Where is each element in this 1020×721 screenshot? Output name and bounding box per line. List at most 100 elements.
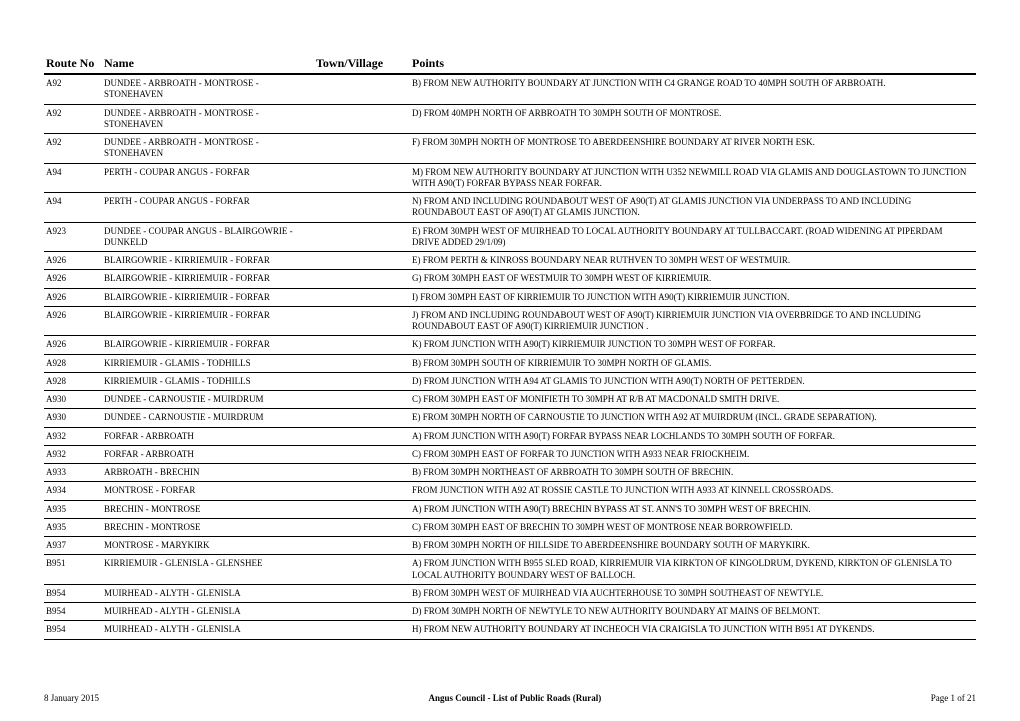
cell-name: BLAIRGOWRIE - KIRRIEMUIR - FORFAR <box>102 252 314 270</box>
cell-name: BLAIRGOWRIE - KIRRIEMUIR - FORFAR <box>102 336 314 354</box>
cell-name: DUNDEE - ARBROATH - MONTROSE - STONEHAVE… <box>102 74 314 104</box>
table-row: A926BLAIRGOWRIE - KIRRIEMUIR - FORFAR I) … <box>44 288 976 306</box>
table-row: A92DUNDEE - ARBROATH - MONTROSE - STONEH… <box>44 134 976 164</box>
table-row: A926BLAIRGOWRIE - KIRRIEMUIR - FORFAR E) … <box>44 252 976 270</box>
cell-name: KIRRIEMUIR - GLENISLA - GLENSHEE <box>102 555 314 585</box>
cell-town <box>314 74 410 104</box>
cell-route: A930 <box>44 391 102 409</box>
cell-town <box>314 336 410 354</box>
cell-route: A926 <box>44 336 102 354</box>
cell-points: E) FROM 30MPH NORTH OF CARNOUSTIE TO JUN… <box>410 409 976 427</box>
cell-name: DUNDEE - COUPAR ANGUS - BLAIRGOWRIE - DU… <box>102 222 314 252</box>
cell-town <box>314 500 410 518</box>
cell-town <box>314 354 410 372</box>
cell-town <box>314 482 410 500</box>
cell-points: G) FROM 30MPH EAST OF WESTMUIR TO 30MPH … <box>410 270 976 288</box>
table-row: A934MONTROSE - FORFARFROM JUNCTION WITH … <box>44 482 976 500</box>
cell-town <box>314 288 410 306</box>
cell-town <box>314 163 410 193</box>
cell-route: B954 <box>44 621 102 639</box>
cell-name: MONTROSE - FORFAR <box>102 482 314 500</box>
cell-points: B) FROM 30MPH WEST OF MUIRHEAD VIA AUCHT… <box>410 584 976 602</box>
cell-points: D) FROM 40MPH NORTH OF ARBROATH TO 30MPH… <box>410 104 976 134</box>
cell-route: A928 <box>44 354 102 372</box>
cell-points: J) FROM AND INCLUDING ROUNDABOUT WEST OF… <box>410 306 976 336</box>
table-row: A926BLAIRGOWRIE - KIRRIEMUIR - FORFARG) … <box>44 270 976 288</box>
cell-route: B954 <box>44 603 102 621</box>
footer-page: Page 1 of 21 <box>931 693 976 703</box>
cell-town <box>314 445 410 463</box>
header-route: Route No <box>44 56 102 74</box>
table-row: A933ARBROATH - BRECHINB) FROM 30MPH NORT… <box>44 464 976 482</box>
cell-name: BRECHIN - MONTROSE <box>102 500 314 518</box>
cell-town <box>314 518 410 536</box>
cell-town <box>314 372 410 390</box>
cell-route: A926 <box>44 252 102 270</box>
cell-route: A926 <box>44 306 102 336</box>
cell-town <box>314 603 410 621</box>
cell-route: A92 <box>44 104 102 134</box>
footer-title: Angus Council - List of Public Roads (Ru… <box>428 693 601 703</box>
table-row: A923DUNDEE - COUPAR ANGUS - BLAIRGOWRIE … <box>44 222 976 252</box>
cell-town <box>314 621 410 639</box>
cell-route: A935 <box>44 500 102 518</box>
cell-route: A926 <box>44 288 102 306</box>
table-row: A930DUNDEE - CARNOUSTIE - MUIRDRUME) FRO… <box>44 409 976 427</box>
cell-route: A923 <box>44 222 102 252</box>
cell-route: B954 <box>44 584 102 602</box>
cell-town <box>314 193 410 223</box>
cell-route: A928 <box>44 372 102 390</box>
header-name: Name <box>102 56 314 74</box>
cell-route: A937 <box>44 537 102 555</box>
cell-town <box>314 134 410 164</box>
cell-route: A930 <box>44 409 102 427</box>
cell-route: A934 <box>44 482 102 500</box>
footer-date: 8 January 2015 <box>44 693 99 703</box>
cell-points: I) FROM 30MPH EAST OF KIRRIEMUIR TO JUNC… <box>410 288 976 306</box>
cell-name: BRECHIN - MONTROSE <box>102 518 314 536</box>
cell-name: KIRRIEMUIR - GLAMIS - TODHILLS <box>102 354 314 372</box>
cell-route: A933 <box>44 464 102 482</box>
cell-route: A932 <box>44 445 102 463</box>
cell-town <box>314 252 410 270</box>
table-row: B954MUIRHEAD - ALYTH - GLENISLAD) FROM 3… <box>44 603 976 621</box>
cell-town <box>314 222 410 252</box>
cell-name: DUNDEE - ARBROATH - MONTROSE - STONEHAVE… <box>102 134 314 164</box>
cell-route: B951 <box>44 555 102 585</box>
cell-route: A932 <box>44 427 102 445</box>
cell-points: A) FROM JUNCTION WITH A90(T) FORFAR BYPA… <box>410 427 976 445</box>
cell-name: DUNDEE - ARBROATH - MONTROSE - STONEHAVE… <box>102 104 314 134</box>
table-row: A94PERTH - COUPAR ANGUS - FORFARN) FROM … <box>44 193 976 223</box>
cell-route: A935 <box>44 518 102 536</box>
cell-town <box>314 427 410 445</box>
table-row: A930DUNDEE - CARNOUSTIE - MUIRDRUMC) FRO… <box>44 391 976 409</box>
cell-route: A94 <box>44 163 102 193</box>
cell-name: PERTH - COUPAR ANGUS - FORFAR <box>102 193 314 223</box>
cell-points: B) FROM NEW AUTHORITY BOUNDARY AT JUNCTI… <box>410 74 976 104</box>
cell-points: M) FROM NEW AUTHORITY BOUNDARY AT JUNCTI… <box>410 163 976 193</box>
table-row: A937MONTROSE - MARYKIRKB) FROM 30MPH NOR… <box>44 537 976 555</box>
cell-town <box>314 409 410 427</box>
cell-points: K) FROM JUNCTION WITH A90(T) KIRRIEMUIR … <box>410 336 976 354</box>
roads-table: Route No Name Town/Village Points A92DUN… <box>44 56 976 640</box>
cell-route: A92 <box>44 74 102 104</box>
cell-points: A) FROM JUNCTION WITH B955 SLED ROAD, KI… <box>410 555 976 585</box>
table-row: B951KIRRIEMUIR - GLENISLA - GLENSHEE A) F… <box>44 555 976 585</box>
table-row: B954MUIRHEAD - ALYTH - GLENISLA B) FROM 3… <box>44 584 976 602</box>
cell-town <box>314 555 410 585</box>
cell-points: C) FROM 30MPH EAST OF MONIFIETH TO 30MPH… <box>410 391 976 409</box>
cell-name: BLAIRGOWRIE - KIRRIEMUIR - FORFAR <box>102 270 314 288</box>
cell-points: A) FROM JUNCTION WITH A90(T) BRECHIN BYP… <box>410 500 976 518</box>
cell-route: A94 <box>44 193 102 223</box>
table-row: A935BRECHIN - MONTROSEC) FROM 30MPH EAST… <box>44 518 976 536</box>
cell-name: MUIRHEAD - ALYTH - GLENISLA <box>102 584 314 602</box>
cell-name: FORFAR - ARBROATH <box>102 445 314 463</box>
cell-town <box>314 464 410 482</box>
cell-name: BLAIRGOWRIE - KIRRIEMUIR - FORFAR <box>102 288 314 306</box>
cell-route: A92 <box>44 134 102 164</box>
header-points: Points <box>410 56 976 74</box>
cell-name: BLAIRGOWRIE - KIRRIEMUIR - FORFAR <box>102 306 314 336</box>
cell-points: E) FROM PERTH & KINROSS BOUNDARY NEAR RU… <box>410 252 976 270</box>
cell-points: B) FROM 30MPH SOUTH OF KIRRIEMUIR TO 30M… <box>410 354 976 372</box>
table-row: A928KIRRIEMUIR - GLAMIS - TODHILLS B) FRO… <box>44 354 976 372</box>
